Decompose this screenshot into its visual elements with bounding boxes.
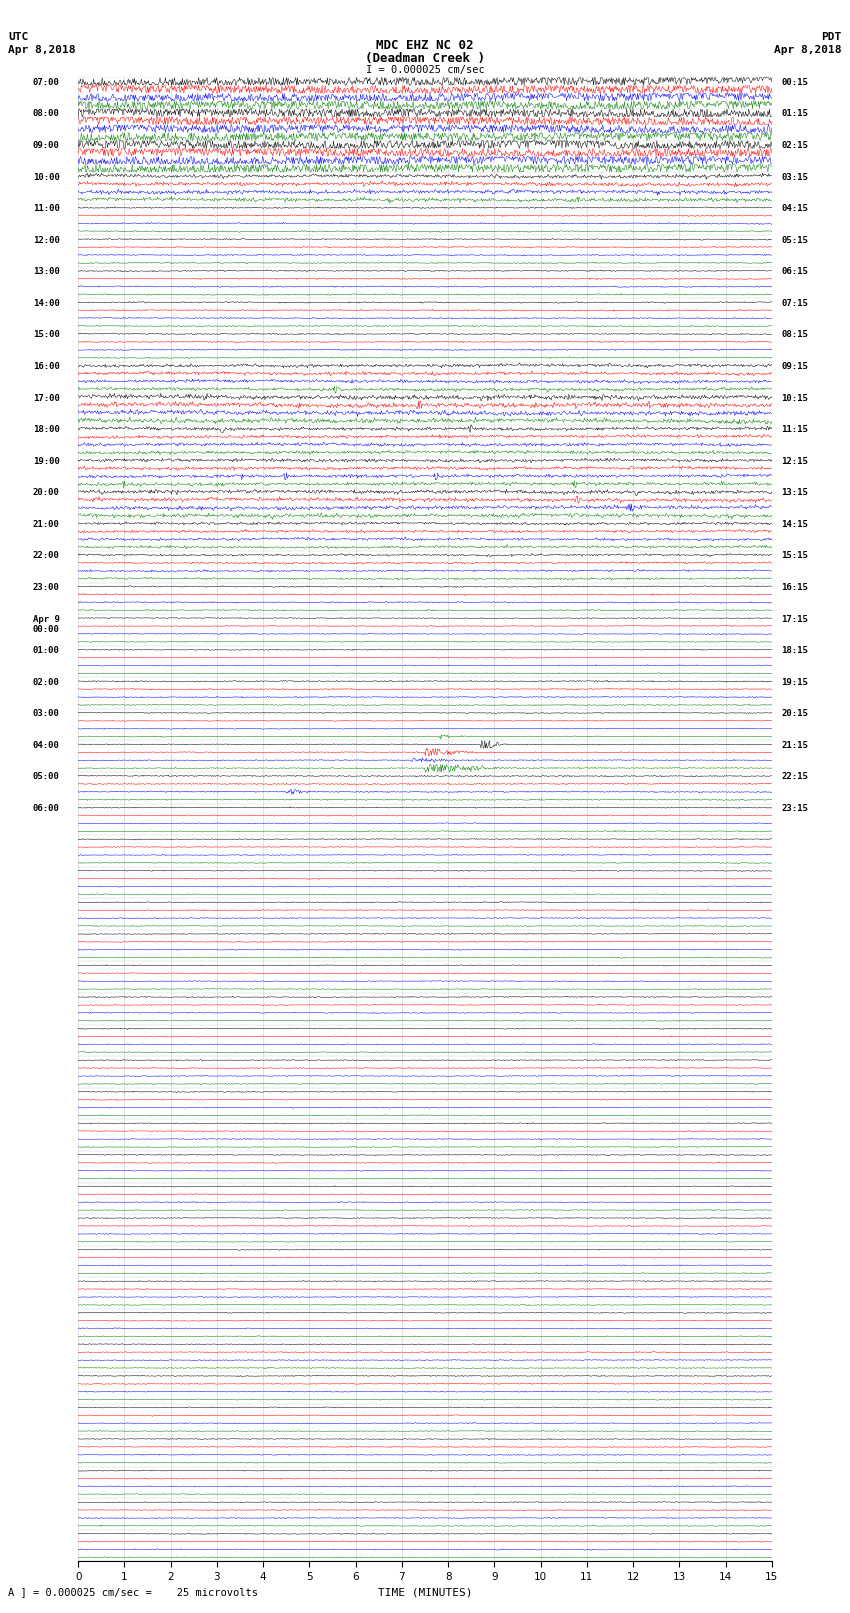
Text: 15:00: 15:00: [33, 331, 60, 339]
Text: 03:00: 03:00: [33, 710, 60, 718]
Text: 10:00: 10:00: [33, 173, 60, 182]
Text: 09:00: 09:00: [33, 140, 60, 150]
Text: 07:00: 07:00: [33, 77, 60, 87]
Text: Apr 8,2018: Apr 8,2018: [774, 45, 842, 55]
Text: 20:15: 20:15: [781, 710, 807, 718]
Text: 06:00: 06:00: [33, 803, 60, 813]
Text: 13:15: 13:15: [781, 489, 807, 497]
Text: 23:00: 23:00: [33, 582, 60, 592]
Text: 23:15: 23:15: [781, 803, 807, 813]
Text: 04:15: 04:15: [781, 205, 807, 213]
Text: 04:00: 04:00: [33, 740, 60, 750]
Text: 17:00: 17:00: [33, 394, 60, 403]
Text: 11:15: 11:15: [781, 426, 807, 434]
Text: UTC: UTC: [8, 32, 29, 42]
Text: 05:00: 05:00: [33, 773, 60, 781]
Text: 21:15: 21:15: [781, 740, 807, 750]
Text: 14:00: 14:00: [33, 298, 60, 308]
Text: 19:00: 19:00: [33, 456, 60, 466]
Text: 00:15: 00:15: [781, 77, 807, 87]
Text: 18:00: 18:00: [33, 426, 60, 434]
Text: 08:15: 08:15: [781, 331, 807, 339]
Text: 16:15: 16:15: [781, 582, 807, 592]
Text: 11:00: 11:00: [33, 205, 60, 213]
Text: (Deadman Creek ): (Deadman Creek ): [365, 52, 485, 65]
Text: A ] = 0.000025 cm/sec =    25 microvolts: A ] = 0.000025 cm/sec = 25 microvolts: [8, 1587, 258, 1597]
Text: 22:00: 22:00: [33, 552, 60, 560]
Text: 18:15: 18:15: [781, 647, 807, 655]
Text: 20:00: 20:00: [33, 489, 60, 497]
Text: I = 0.000025 cm/sec: I = 0.000025 cm/sec: [366, 65, 484, 74]
Text: Apr 8,2018: Apr 8,2018: [8, 45, 76, 55]
Text: MDC EHZ NC 02: MDC EHZ NC 02: [377, 39, 473, 52]
Text: 21:00: 21:00: [33, 519, 60, 529]
Text: 10:15: 10:15: [781, 394, 807, 403]
Text: 05:15: 05:15: [781, 235, 807, 245]
Text: 06:15: 06:15: [781, 268, 807, 276]
Text: 08:00: 08:00: [33, 110, 60, 118]
Text: 07:15: 07:15: [781, 298, 807, 308]
Text: 02:15: 02:15: [781, 140, 807, 150]
Text: 22:15: 22:15: [781, 773, 807, 781]
Text: 01:15: 01:15: [781, 110, 807, 118]
Text: 01:00: 01:00: [33, 647, 60, 655]
Text: 12:00: 12:00: [33, 235, 60, 245]
Text: 09:15: 09:15: [781, 361, 807, 371]
Text: 12:15: 12:15: [781, 456, 807, 466]
X-axis label: TIME (MINUTES): TIME (MINUTES): [377, 1587, 473, 1597]
Text: PDT: PDT: [821, 32, 842, 42]
Text: 17:15: 17:15: [781, 615, 807, 624]
Text: Apr 9
00:00: Apr 9 00:00: [33, 615, 60, 634]
Text: 19:15: 19:15: [781, 677, 807, 687]
Text: 15:15: 15:15: [781, 552, 807, 560]
Text: 03:15: 03:15: [781, 173, 807, 182]
Text: 02:00: 02:00: [33, 677, 60, 687]
Text: 16:00: 16:00: [33, 361, 60, 371]
Text: 14:15: 14:15: [781, 519, 807, 529]
Text: 13:00: 13:00: [33, 268, 60, 276]
